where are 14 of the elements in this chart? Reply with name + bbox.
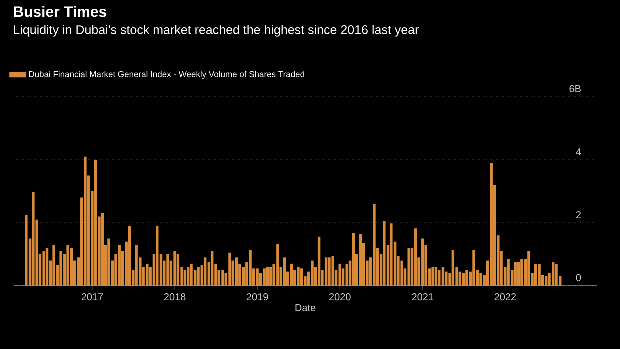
chart-subtitle: Liquidity in Dubai's stock market reached the highest since 2016 last year: [14, 25, 420, 37]
y-tick-label: 4: [576, 148, 582, 156]
y-tick-label: 2: [576, 211, 581, 218]
x-tick-label: 2022: [494, 294, 516, 301]
x-tick-label: 2020: [329, 294, 351, 301]
x-tick-label: 2017: [82, 294, 104, 301]
x-tick-label: 2021: [412, 294, 434, 301]
y-tick-label: 6B: [570, 85, 581, 92]
y-tick-label: 0: [576, 274, 582, 282]
x-tick-label: 2018: [164, 294, 186, 301]
x-axis-title: Date: [296, 304, 316, 312]
legend-label: Dubai Financial Market General Index - Weekly Volume of Shares Traded: [29, 71, 304, 80]
x-tick-label: 2019: [246, 294, 268, 301]
chart-title: Busier Times: [14, 6, 107, 18]
